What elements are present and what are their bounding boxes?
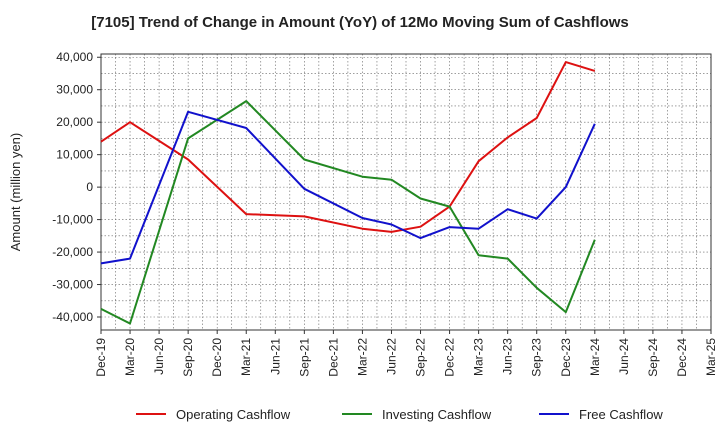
x-tick-label: Dec-24 bbox=[675, 338, 689, 377]
legend: Operating Cashflow Investing Cashflow Free… bbox=[136, 407, 663, 422]
x-tick-label: Mar-25 bbox=[704, 338, 718, 376]
plot-area bbox=[100, 53, 712, 331]
legend-label: Investing Cashflow bbox=[382, 407, 492, 422]
x-tick-label: Sep-22 bbox=[414, 338, 428, 377]
y-tick-label: -20,000 bbox=[52, 245, 93, 259]
y-tick-label: 0 bbox=[86, 180, 93, 194]
legend-label: Operating Cashflow bbox=[176, 407, 291, 422]
x-tick-label: Sep-23 bbox=[530, 338, 544, 377]
y-tick-label: 30,000 bbox=[56, 83, 93, 97]
x-tick-label: Jun-22 bbox=[384, 338, 398, 375]
x-tick-label: Jun-20 bbox=[152, 338, 166, 375]
x-tick-label: Dec-22 bbox=[443, 338, 457, 377]
grid bbox=[100, 54, 712, 330]
x-tick-label: Dec-21 bbox=[326, 338, 340, 377]
x-tick-label: Dec-23 bbox=[559, 338, 573, 377]
x-tick-label: Mar-20 bbox=[123, 338, 137, 376]
x-tick-label: Jun-23 bbox=[501, 338, 515, 375]
x-tick-label: Sep-24 bbox=[646, 338, 660, 377]
x-tick-label: Dec-20 bbox=[210, 338, 224, 377]
x-tick-label: Sep-20 bbox=[181, 338, 195, 377]
y-axis: 40,000 30,000 20,000 10,000 0 -10,000 -20,000 -… bbox=[52, 50, 101, 324]
series-lines bbox=[100, 61, 596, 325]
y-tick-label: 20,000 bbox=[56, 115, 93, 129]
x-tick-label: Sep-21 bbox=[297, 338, 311, 377]
y-tick-label: -10,000 bbox=[52, 213, 93, 227]
y-tick-label: -30,000 bbox=[52, 278, 93, 292]
x-axis: Dec-19 Mar-20 Jun-20 Sep-20 Dec-20 Mar-21 Jun-… bbox=[94, 330, 718, 377]
y-tick-label: 40,000 bbox=[56, 50, 93, 64]
x-tick-label: Mar-21 bbox=[239, 338, 253, 376]
x-tick-label: Jun-24 bbox=[617, 338, 631, 375]
y-tick-label: 10,000 bbox=[56, 148, 93, 162]
chart-title: [7105] Trend of Change in Amount (YoY) o… bbox=[91, 14, 629, 31]
series-line-investing-cashflow bbox=[100, 100, 596, 325]
legend-label: Free Cashflow bbox=[579, 407, 663, 422]
x-tick-label: Jun-21 bbox=[268, 338, 282, 375]
y-axis-label: Amount (million yen) bbox=[8, 133, 23, 252]
x-tick-label: Dec-19 bbox=[94, 338, 108, 377]
x-tick-label: Mar-23 bbox=[472, 338, 486, 376]
series-line-free-cashflow bbox=[100, 110, 596, 265]
y-tick-label: -40,000 bbox=[52, 310, 93, 324]
x-tick-label: Mar-24 bbox=[588, 338, 602, 376]
series-line-operating-cashflow bbox=[100, 61, 596, 233]
x-tick-label: Mar-22 bbox=[355, 338, 369, 376]
